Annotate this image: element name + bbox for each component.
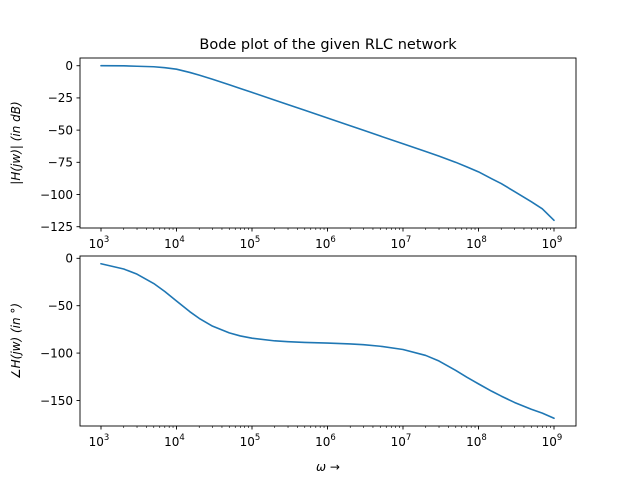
chart-title: Bode plot of the given RLC network [199,37,457,53]
magnitude-x-tick-base: 10 [466,237,481,251]
magnitude-x-tick-exponent: 4 [179,235,184,245]
phase-x-tick-exponent: 5 [255,433,260,443]
phase-y-tick-label: −100 [40,346,73,360]
magnitude-x-tick-exponent: 5 [255,235,260,245]
magnitude-x-tick-base: 10 [89,237,104,251]
phase-x-tick-label: 109 [542,433,563,449]
phase-x-tick-base: 10 [466,435,481,449]
phase-plot-frame [79,255,577,427]
magnitude-y-tick-label: −75 [48,156,73,170]
magnitude-x-tick-base: 10 [542,237,557,251]
magnitude-x-tick-exponent: 7 [406,235,411,245]
magnitude-plot: 103 104 105 106 107 108 1090−25−50−75−100−125B… [9,37,577,251]
phase-x-tick-label: 103 [89,433,110,449]
phase-y-axis-label: ∠H(jw) (in °) [9,303,23,379]
phase-x-tick-exponent: 4 [179,433,184,443]
phase-x-axis-label: ω → [316,460,340,474]
phase-x-tick-exponent: 8 [481,433,486,443]
phase-y-tick-label: −50 [48,299,73,313]
magnitude-y-tick-label: −50 [48,123,73,137]
magnitude-x-tick-exponent: 9 [557,235,562,245]
magnitude-x-tick-label: 106 [315,235,336,251]
phase-x-tick-label: 105 [240,433,261,449]
phase-x-tick-label: 108 [466,433,487,449]
phase-y-tick-label: 0 [65,252,73,266]
magnitude-x-tick-base: 10 [391,237,406,251]
phase-plot: 103 104 105 106 107 108 1090−50−100−150∠H(jw) … [9,252,577,474]
magnitude-x-tick-base: 10 [240,237,255,251]
magnitude-x-tick-label: 108 [466,235,487,251]
phase-x-tick-base: 10 [164,435,179,449]
magnitude-x-tick-label: 105 [240,235,261,251]
phase-y-tick-label: −150 [40,394,73,408]
magnitude-x-tick-exponent: 3 [104,235,109,245]
phase-x-tick-exponent: 3 [104,433,109,443]
phase-x-tick-base: 10 [315,435,330,449]
phase-x-tick-label: 107 [391,433,412,449]
magnitude-x-tick-exponent: 6 [330,235,335,245]
magnitude-y-axis-label: |H(jw)| (in dB) [9,101,23,184]
magnitude-x-tick-base: 10 [315,237,330,251]
magnitude-x-tick-label: 104 [164,235,185,251]
magnitude-x-tick-exponent: 8 [481,235,486,245]
phase-x-tick-base: 10 [542,435,557,449]
magnitude-x-tick-label: 107 [391,235,412,251]
magnitude-y-tick-label: −25 [48,91,73,105]
magnitude-x-tick-label: 109 [542,235,563,251]
magnitude-y-tick-label: −100 [40,188,73,202]
phase-x-tick-base: 10 [89,435,104,449]
phase-series-line [100,262,555,420]
magnitude-x-tick-base: 10 [164,237,179,251]
phase-x-tick-label: 104 [164,433,185,449]
magnitude-y-tick-label: −125 [40,220,73,234]
magnitude-series-line [100,64,555,222]
magnitude-plot-frame [79,57,577,229]
phase-x-tick-exponent: 7 [406,433,411,443]
phase-x-tick-label: 106 [315,433,336,449]
phase-x-tick-base: 10 [391,435,406,449]
magnitude-x-tick-label: 103 [89,235,110,251]
magnitude-y-tick-label: 0 [65,59,73,73]
phase-x-tick-base: 10 [240,435,255,449]
phase-x-tick-exponent: 6 [330,433,335,443]
phase-x-tick-exponent: 9 [557,433,562,443]
